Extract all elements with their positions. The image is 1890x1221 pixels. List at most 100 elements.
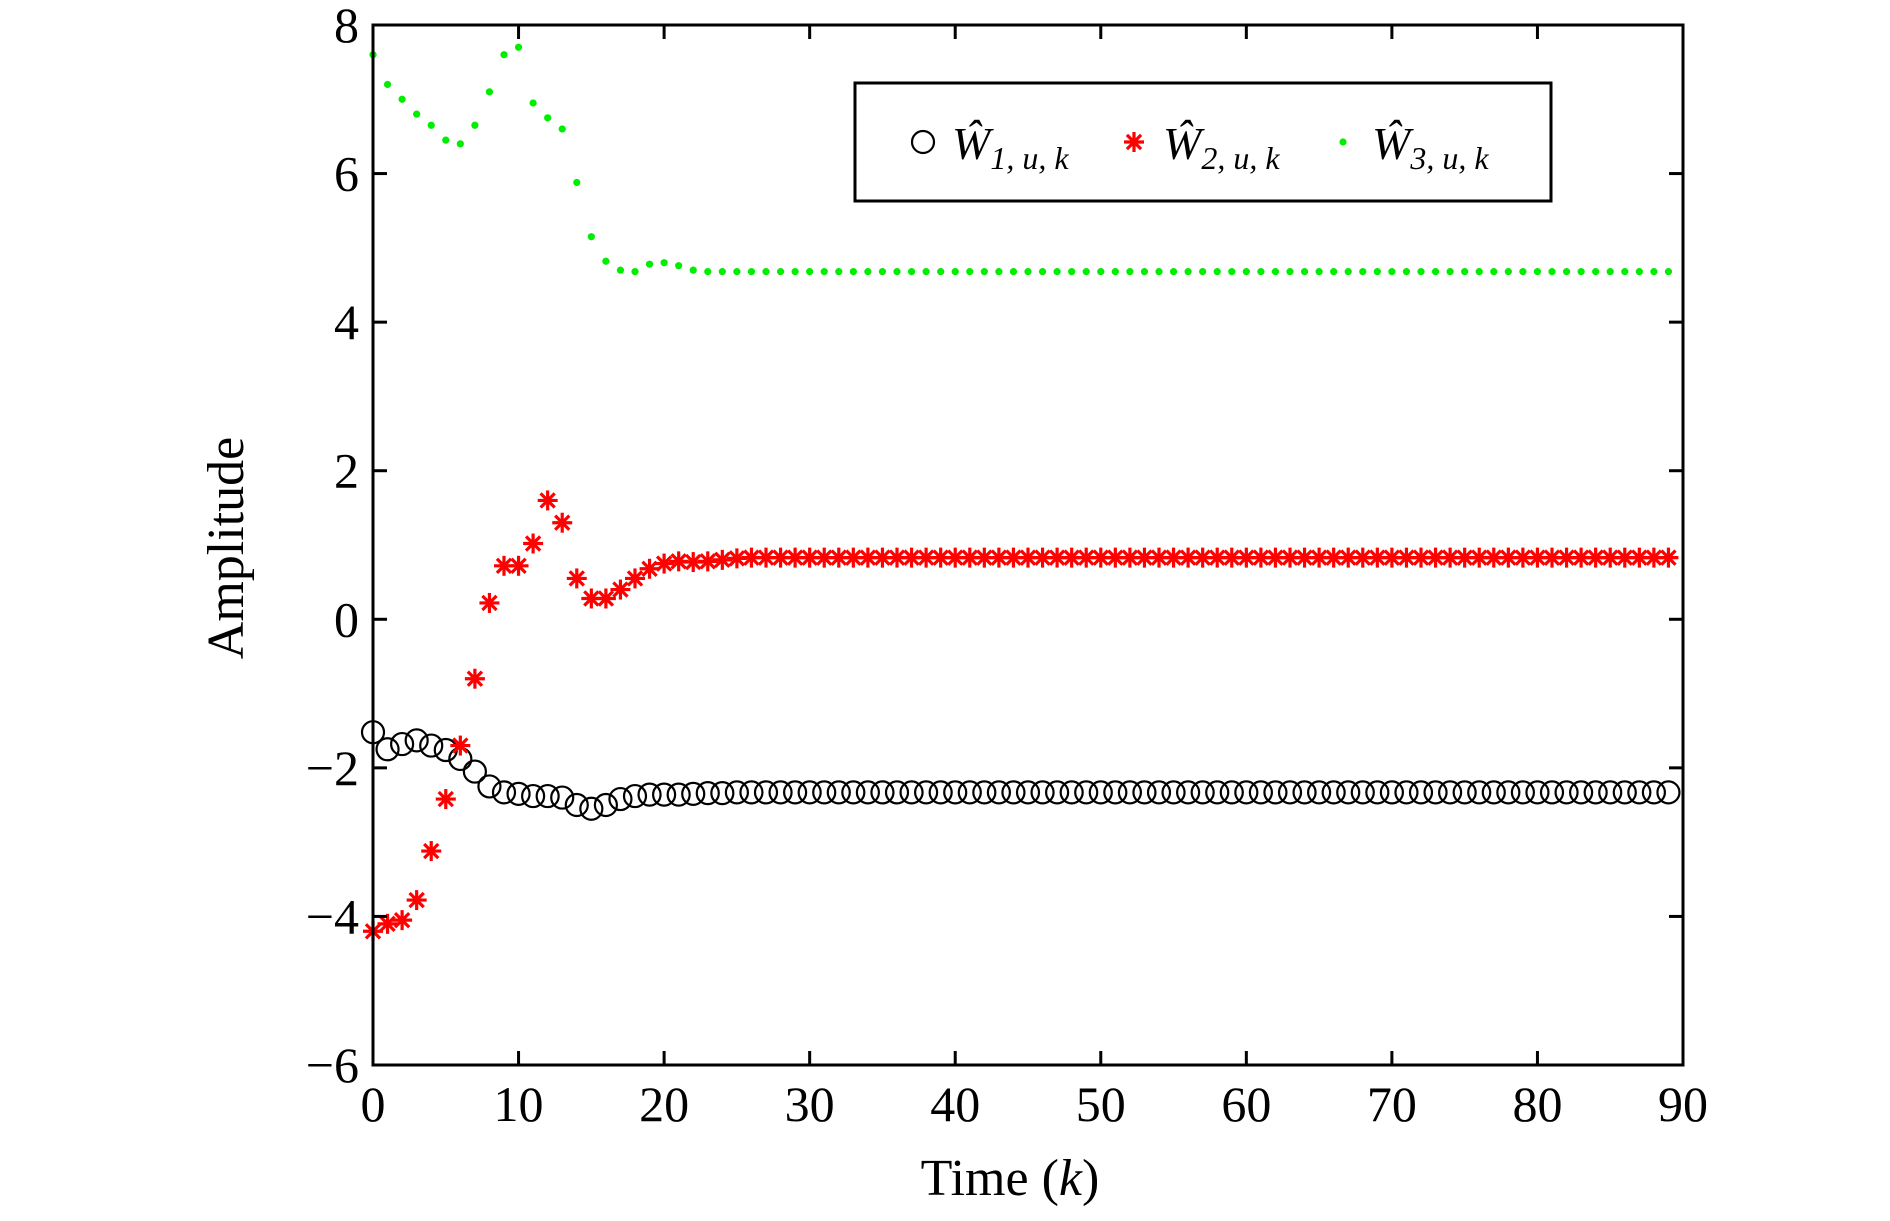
point-w1 bbox=[1161, 780, 1186, 805]
point-w3 bbox=[1388, 268, 1396, 276]
point-w3 bbox=[1664, 268, 1673, 276]
point-w3 bbox=[1533, 268, 1542, 276]
x-tick-label: 70 bbox=[1367, 1076, 1417, 1132]
point-w1 bbox=[943, 780, 968, 805]
series-w2 bbox=[363, 490, 1679, 942]
point-w1 bbox=[1481, 780, 1506, 805]
point-w1 bbox=[1569, 780, 1594, 805]
legend-marker-w2 bbox=[1124, 132, 1144, 152]
point-w1 bbox=[870, 780, 895, 805]
point-w1 bbox=[841, 780, 866, 805]
y-tick-label: 2 bbox=[334, 443, 359, 499]
point-w2 bbox=[1119, 547, 1140, 568]
point-w3 bbox=[1140, 268, 1149, 276]
point-w3 bbox=[1053, 268, 1061, 276]
point-w1 bbox=[1583, 780, 1608, 805]
point-w3 bbox=[631, 268, 639, 276]
y-tick-label: 0 bbox=[334, 591, 359, 647]
series-w1 bbox=[360, 720, 1681, 821]
point-w3 bbox=[1475, 268, 1483, 276]
legend-box bbox=[853, 81, 1553, 203]
point-w3 bbox=[1373, 268, 1381, 276]
point-w3 bbox=[471, 121, 479, 129]
point-w3 bbox=[1635, 268, 1643, 276]
point-w1 bbox=[375, 737, 400, 762]
point-w3 bbox=[427, 121, 435, 129]
point-w3 bbox=[660, 259, 668, 267]
legend-marker-w3 bbox=[1339, 138, 1347, 146]
point-w1 bbox=[1525, 780, 1550, 805]
point-w1 bbox=[914, 780, 939, 805]
point-w3 bbox=[689, 266, 697, 274]
point-w2 bbox=[552, 512, 573, 533]
point-w3 bbox=[544, 114, 552, 122]
point-w3 bbox=[573, 178, 581, 187]
point-w1 bbox=[666, 782, 691, 807]
point-w1 bbox=[1539, 780, 1565, 805]
point-w1 bbox=[1146, 780, 1172, 805]
point-w1 bbox=[491, 780, 517, 805]
point-w3 bbox=[1461, 268, 1469, 276]
point-w3 bbox=[558, 125, 566, 133]
point-w3 bbox=[485, 88, 494, 96]
point-w1 bbox=[1103, 780, 1128, 805]
point-w2 bbox=[406, 890, 427, 911]
point-w3 bbox=[1300, 268, 1309, 276]
point-w1 bbox=[753, 780, 779, 805]
legend: Ŵ1, u, k Ŵ2, u, k Ŵ3, u, k bbox=[853, 81, 1553, 203]
point-w1 bbox=[404, 728, 429, 753]
point-w1 bbox=[1641, 780, 1666, 805]
plot-frame bbox=[371, 23, 1685, 1067]
point-w2 bbox=[1047, 547, 1068, 568]
x-tick-label: 0 bbox=[361, 1076, 386, 1132]
point-w1 bbox=[535, 783, 560, 809]
point-w1 bbox=[1627, 780, 1652, 805]
y-axis-label: Amplitude bbox=[198, 437, 255, 659]
point-w1 bbox=[419, 733, 444, 758]
legend-label-w1: Ŵ1, u, k bbox=[952, 118, 1069, 176]
point-w1 bbox=[797, 780, 822, 805]
point-w3 bbox=[1257, 268, 1265, 276]
point-w2 bbox=[901, 547, 922, 568]
point-w3 bbox=[1650, 268, 1658, 276]
point-w3 bbox=[718, 268, 726, 276]
point-w2 bbox=[450, 735, 471, 756]
point-w1 bbox=[1656, 780, 1681, 805]
point-w3 bbox=[820, 268, 828, 276]
point-w2 bbox=[1658, 547, 1679, 568]
point-w3 bbox=[1024, 268, 1032, 276]
point-w3 bbox=[616, 266, 625, 274]
point-w2 bbox=[1280, 547, 1300, 568]
point-w3 bbox=[1184, 268, 1192, 276]
point-w3 bbox=[704, 268, 712, 276]
point-w1 bbox=[564, 792, 589, 818]
point-w1 bbox=[550, 785, 575, 810]
point-w3 bbox=[922, 268, 930, 276]
point-w1 bbox=[972, 780, 997, 805]
point-w1 bbox=[1190, 780, 1215, 805]
point-w2 bbox=[1076, 547, 1097, 568]
point-w1 bbox=[928, 780, 953, 805]
point-w3 bbox=[1446, 268, 1454, 276]
legend-label-w2: Ŵ2, u, k bbox=[1163, 118, 1280, 176]
point-w1 bbox=[1176, 780, 1201, 805]
point-w1 bbox=[1350, 780, 1375, 805]
point-w3 bbox=[383, 80, 392, 89]
point-w3 bbox=[529, 99, 537, 107]
point-w1 bbox=[1030, 780, 1055, 805]
y-tick-label: 8 bbox=[334, 0, 359, 53]
point-w1 bbox=[1365, 780, 1390, 805]
point-w3 bbox=[878, 268, 887, 276]
x-tick-label: 40 bbox=[930, 1076, 980, 1132]
point-w1 bbox=[783, 780, 808, 805]
point-w1 bbox=[608, 786, 633, 812]
point-w3 bbox=[1068, 268, 1076, 276]
point-w1 bbox=[1452, 780, 1477, 805]
point-w1 bbox=[1510, 780, 1535, 805]
point-w3 bbox=[1431, 268, 1440, 276]
point-w3 bbox=[398, 95, 406, 103]
point-w1 bbox=[899, 780, 924, 805]
point-w1 bbox=[739, 780, 764, 805]
point-w2 bbox=[595, 588, 616, 609]
point-w1 bbox=[652, 782, 677, 807]
